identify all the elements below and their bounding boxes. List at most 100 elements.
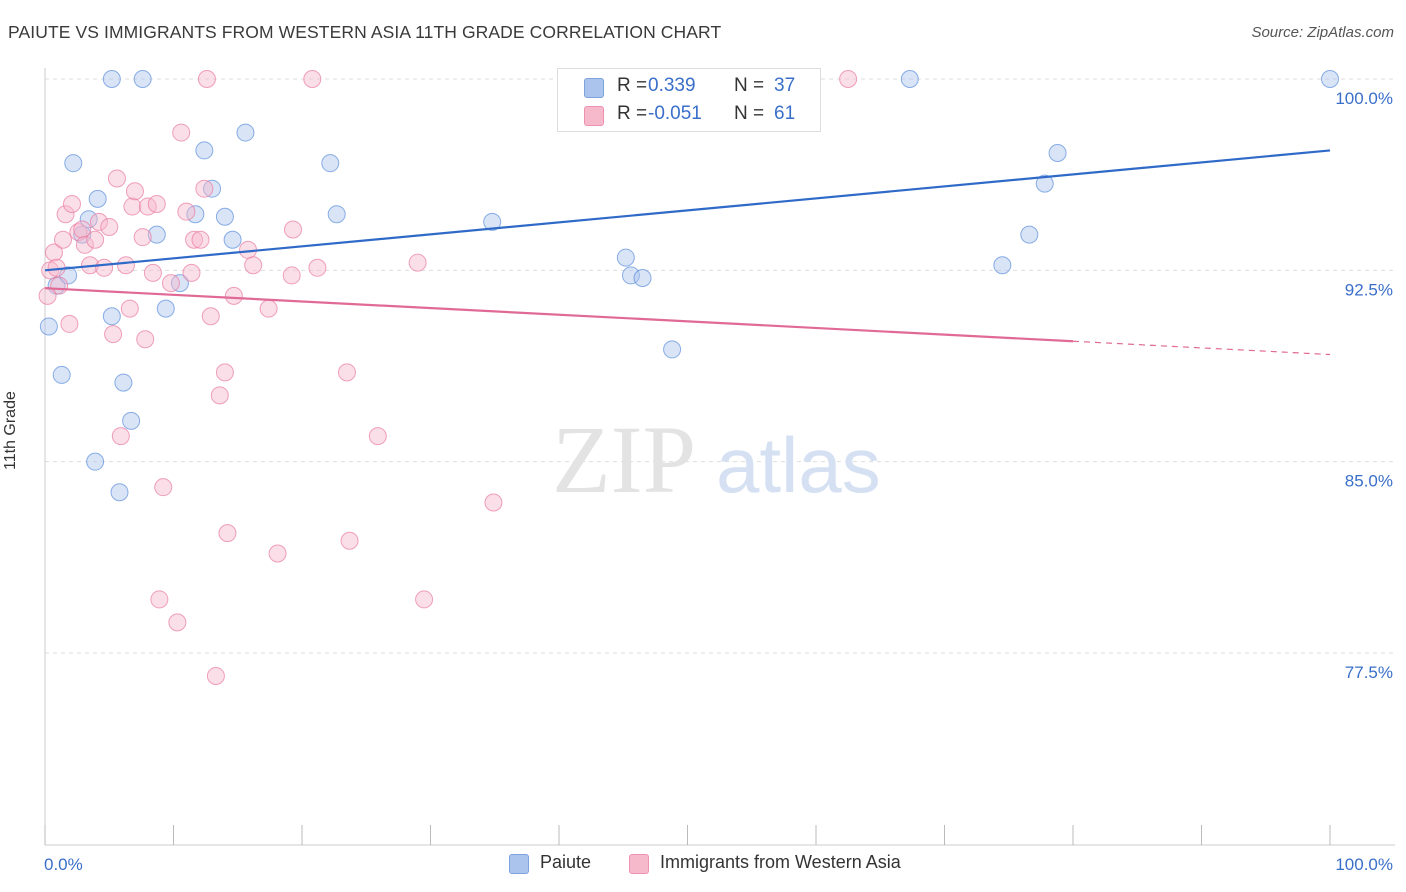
stats-legend: R = 0.339 N = 37 R = -0.051 N = 61 — [557, 68, 821, 132]
legend-n-value: 61 — [774, 103, 796, 124]
y-tick-label: 77.5% — [1345, 663, 1393, 682]
point-immigrants — [38, 286, 57, 305]
point-immigrants — [177, 202, 196, 221]
point-paiute — [203, 179, 222, 198]
point-immigrants — [206, 666, 225, 685]
point-immigrants — [123, 197, 142, 216]
point-paiute — [327, 205, 346, 224]
legend-row-immigrants: R = -0.051 N = 61 — [558, 102, 820, 128]
point-paiute — [114, 373, 133, 392]
y-tick-label: 100.0% — [1335, 89, 1393, 108]
point-paiute — [223, 230, 242, 249]
point-immigrants — [408, 253, 427, 272]
watermark-atlas: atlas — [716, 421, 881, 509]
point-immigrants — [150, 590, 169, 609]
point-immigrants — [116, 256, 135, 275]
legend-n-label: N = — [734, 103, 765, 124]
point-paiute — [900, 70, 919, 88]
point-immigrants — [168, 613, 187, 632]
point-paiute — [86, 452, 105, 471]
point-immigrants — [195, 179, 214, 198]
point-immigrants — [44, 243, 63, 262]
bottom-legend-label-paiute: Paiute — [540, 852, 592, 872]
trend-lines — [44, 149, 1331, 356]
point-immigrants — [191, 230, 210, 249]
point-immigrants — [104, 325, 123, 344]
point-paiute — [64, 154, 83, 173]
point-immigrants — [73, 220, 92, 239]
point-paiute — [321, 154, 340, 173]
point-immigrants — [107, 169, 126, 188]
tick-labels: 77.5% 85.0% 92.5% 100.0% 0.0% 100.0% — [44, 89, 1393, 874]
legend-swatch-paiute — [584, 78, 604, 98]
point-immigrants — [268, 544, 287, 563]
point-paiute — [110, 483, 129, 502]
point-paiute — [195, 141, 214, 160]
point-immigrants — [303, 70, 322, 88]
point-immigrants — [210, 386, 229, 405]
point-immigrants — [182, 263, 201, 282]
point-immigrants — [120, 299, 139, 318]
point-immigrants — [308, 258, 327, 277]
source-label: Source: ZipAtlas.com — [1251, 24, 1394, 41]
point-paiute — [133, 70, 152, 88]
point-paiute — [215, 207, 234, 226]
point-paiute — [236, 123, 255, 142]
point-immigrants — [53, 230, 72, 249]
point-immigrants — [368, 427, 387, 446]
point-paiute — [1048, 143, 1067, 162]
point-paiute — [102, 70, 121, 88]
point-immigrants — [340, 531, 359, 550]
point-paiute — [88, 189, 107, 208]
point-immigrants — [161, 274, 180, 293]
point-immigrants — [95, 258, 114, 277]
point-paiute — [79, 210, 98, 229]
point-immigrants — [415, 590, 434, 609]
legend-r-value: 0.339 — [648, 75, 696, 96]
point-immigrants — [172, 123, 191, 142]
point-immigrants — [60, 314, 79, 333]
point-paiute — [616, 248, 635, 267]
point-immigrants — [136, 330, 155, 349]
point-immigrants — [244, 256, 263, 275]
point-immigrants — [111, 427, 130, 446]
point-immigrants — [143, 263, 162, 282]
point-immigrants — [86, 230, 105, 249]
point-paiute — [1321, 70, 1339, 88]
chart-title: PAIUTE VS IMMIGRANTS FROM WESTERN ASIA 1… — [8, 22, 722, 42]
point-immigrants — [259, 299, 278, 318]
point-immigrants — [147, 195, 166, 214]
x-tick-label: 100.0% — [1335, 855, 1393, 874]
legend-n-value: 37 — [774, 75, 796, 96]
bottom-legend-swatch-immigrants — [629, 854, 649, 874]
point-immigrants — [284, 220, 303, 239]
legend-r-value: -0.051 — [648, 103, 702, 124]
point-paiute — [52, 365, 71, 384]
trend-line-paiute — [44, 149, 1331, 272]
axes — [44, 68, 1395, 846]
point-paiute — [663, 340, 682, 359]
bottom-legend-label-immigrants: Immigrants from Western Asia — [660, 852, 901, 872]
point-paiute — [122, 411, 141, 430]
trend-line-immigrants-extension — [1072, 340, 1331, 356]
point-immigrants — [197, 70, 216, 88]
point-immigrants — [224, 286, 243, 305]
point-immigrants — [125, 182, 144, 201]
point-immigrants — [839, 70, 858, 88]
point-immigrants — [56, 205, 75, 224]
point-immigrants — [185, 230, 204, 249]
point-immigrants — [215, 363, 234, 382]
legend-n-label: N = — [734, 75, 765, 96]
watermark-zip: ZIP — [552, 406, 696, 513]
point-immigrants — [154, 478, 173, 497]
point-immigrants — [282, 266, 301, 285]
point-immigrants — [484, 493, 503, 512]
point-immigrants — [201, 307, 220, 326]
y-tick-label: 85.0% — [1345, 472, 1393, 491]
point-paiute — [156, 299, 175, 318]
point-immigrants — [62, 195, 81, 214]
point-paiute — [483, 212, 502, 231]
point-immigrants — [218, 524, 237, 543]
legend-r-label: R = — [617, 75, 648, 96]
